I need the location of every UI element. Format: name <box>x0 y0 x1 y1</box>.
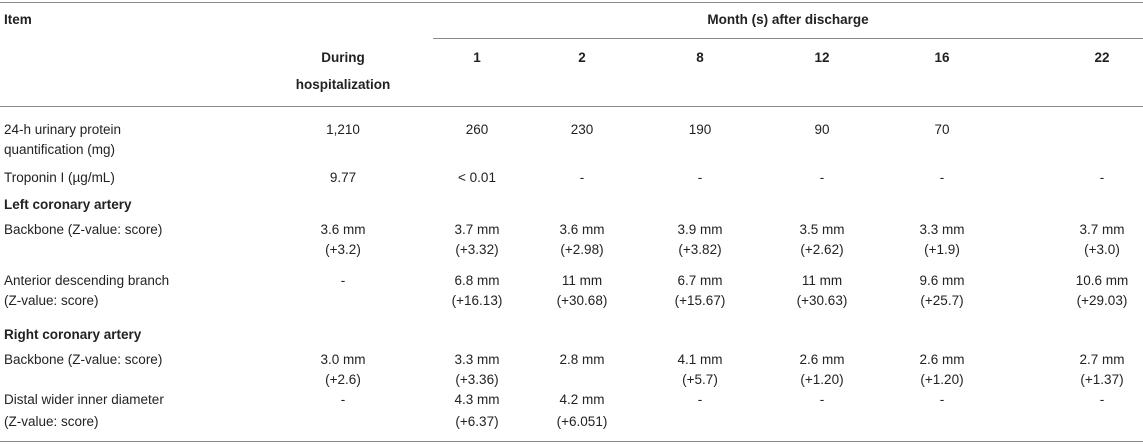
cell-text: 2.8 mm <box>559 352 605 367</box>
cell-text: - <box>819 170 825 185</box>
cell-text: (+15.67) <box>674 293 726 308</box>
column-header: During <box>321 50 365 65</box>
cell-text: (+1.20) <box>920 372 964 387</box>
column-header: 1 <box>473 50 481 65</box>
row-label: Backbone (Z-value: score) <box>4 222 163 237</box>
cell-text: 70 <box>934 122 950 137</box>
cell-text: (+3.82) <box>678 242 722 257</box>
cell-text: 3.5 mm <box>799 222 845 237</box>
cell-text: 2.7 mm <box>1079 352 1125 367</box>
cell-text: - <box>1099 170 1105 185</box>
cell-text: (+3.32) <box>455 242 499 257</box>
cell-text: 190 <box>688 122 712 137</box>
cell-text: (+2.62) <box>800 242 844 257</box>
row-label: 24-h urinary protein <box>4 122 122 137</box>
row-label: (Z-value: score) <box>4 293 99 308</box>
section-label: Right coronary artery <box>4 327 142 342</box>
cell-text: (+30.63) <box>796 293 848 308</box>
cell-text: 3.6 mm <box>320 222 366 237</box>
cell-text: - <box>939 392 945 407</box>
header-rule <box>0 106 1143 107</box>
cell-text: (+2.98) <box>560 242 604 257</box>
column-header: 2 <box>578 50 586 65</box>
cell-text: - <box>1099 392 1105 407</box>
cell-text: 3.7 mm <box>454 222 500 237</box>
cell-text: - <box>819 392 825 407</box>
cell-text: - <box>697 170 703 185</box>
row-label: Distal wider inner diameter <box>4 392 164 407</box>
group-rule <box>433 38 1143 39</box>
cell-text: (+1.37) <box>1080 372 1124 387</box>
cell-text: 9.77 <box>329 170 357 185</box>
group-header: Month (s) after discharge <box>707 12 869 27</box>
row-label: Troponin I (µg/mL) <box>4 170 115 185</box>
row-label: Anterior descending branch <box>4 273 170 288</box>
cell-text: 6.8 mm <box>454 273 500 288</box>
cell-text: 3.9 mm <box>677 222 723 237</box>
cell-text: (+6.37) <box>455 414 499 429</box>
column-header: 16 <box>934 50 950 65</box>
top-rule <box>0 2 1143 3</box>
cell-text: (+3.36) <box>455 372 499 387</box>
cell-text: - <box>697 392 703 407</box>
cell-text: 4.1 mm <box>677 352 723 367</box>
cell-text: - <box>340 273 346 288</box>
cell-text: 3.6 mm <box>559 222 605 237</box>
cell-text: 260 <box>465 122 489 137</box>
column-header: 12 <box>814 50 830 65</box>
cell-text: 230 <box>570 122 594 137</box>
cell-text: 3.7 mm <box>1079 222 1125 237</box>
item-header: Item <box>4 12 32 27</box>
cell-text: (+2.6) <box>325 372 361 387</box>
cell-text: 3.3 mm <box>919 222 965 237</box>
cell-text: - <box>340 392 346 407</box>
column-header: 8 <box>696 50 704 65</box>
row-label: quantification (mg) <box>4 142 116 157</box>
cell-text: (+29.03) <box>1076 293 1128 308</box>
cell-text: 11 mm <box>801 273 843 288</box>
cell-text: (+16.13) <box>451 293 503 308</box>
cell-text: 4.3 mm <box>454 392 500 407</box>
cell-text: (+1.20) <box>800 372 844 387</box>
cell-text: 2.6 mm <box>919 352 965 367</box>
cell-text: 3.3 mm <box>454 352 500 367</box>
cell-text: 1,210 <box>326 122 360 137</box>
row-label: Backbone (Z-value: score) <box>4 352 163 367</box>
row-label: (Z-value: score) <box>4 414 99 429</box>
cell-text: - <box>579 170 585 185</box>
cell-text: 90 <box>814 122 830 137</box>
cell-text: < 0.01 <box>458 170 496 185</box>
cell-text: (+25.7) <box>920 293 964 308</box>
cell-text: (+1.9) <box>924 242 960 257</box>
section-label: Left coronary artery <box>4 197 132 212</box>
bottom-rule <box>0 441 1143 442</box>
cell-text: 9.6 mm <box>919 273 965 288</box>
cell-text: (+3.0) <box>1084 242 1120 257</box>
cell-text: (+3.2) <box>325 242 361 257</box>
cell-text: (+6.051) <box>556 414 608 429</box>
cell-text: 6.7 mm <box>677 273 723 288</box>
cell-text: 10.6 mm <box>1075 273 1129 288</box>
cell-text: (+5.7) <box>682 372 718 387</box>
cell-text: 11 mm <box>561 273 603 288</box>
column-header: hospitalization <box>295 77 391 92</box>
cell-text: - <box>939 170 945 185</box>
cell-text: 3.0 mm <box>320 352 366 367</box>
column-header: 22 <box>1094 50 1110 65</box>
cell-text: 4.2 mm <box>559 392 605 407</box>
cell-text: (+30.68) <box>556 293 608 308</box>
cell-text: 2.6 mm <box>799 352 845 367</box>
